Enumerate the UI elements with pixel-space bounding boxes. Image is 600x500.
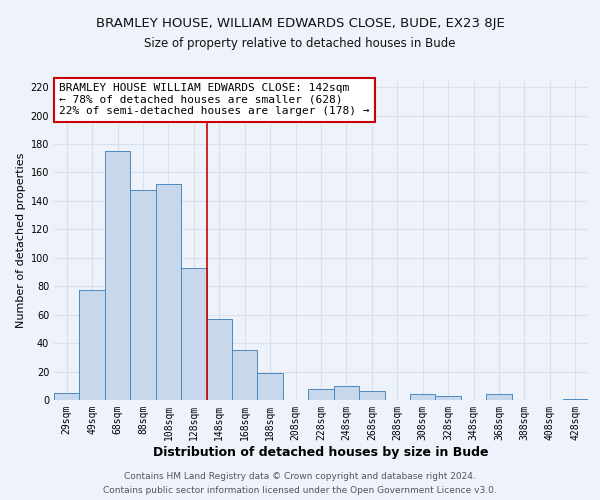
Text: Size of property relative to detached houses in Bude: Size of property relative to detached ho…: [144, 38, 456, 51]
Bar: [334, 386, 359, 400]
Bar: [257, 373, 283, 400]
Bar: [206, 319, 232, 400]
Y-axis label: Number of detached properties: Number of detached properties: [16, 152, 26, 328]
Bar: [54, 393, 79, 400]
Bar: [486, 394, 512, 400]
X-axis label: Distribution of detached houses by size in Bude: Distribution of detached houses by size …: [153, 446, 489, 458]
Bar: [436, 396, 461, 400]
Bar: [359, 392, 385, 400]
Text: Contains public sector information licensed under the Open Government Licence v3: Contains public sector information licen…: [103, 486, 497, 495]
Text: BRAMLEY HOUSE, WILLIAM EDWARDS CLOSE, BUDE, EX23 8JE: BRAMLEY HOUSE, WILLIAM EDWARDS CLOSE, BU…: [95, 18, 505, 30]
Bar: [563, 398, 588, 400]
Bar: [410, 394, 436, 400]
Bar: [79, 290, 105, 400]
Bar: [181, 268, 206, 400]
Text: Contains HM Land Registry data © Crown copyright and database right 2024.: Contains HM Land Registry data © Crown c…: [124, 472, 476, 481]
Bar: [130, 190, 156, 400]
Bar: [105, 151, 130, 400]
Bar: [232, 350, 257, 400]
Text: BRAMLEY HOUSE WILLIAM EDWARDS CLOSE: 142sqm
← 78% of detached houses are smaller: BRAMLEY HOUSE WILLIAM EDWARDS CLOSE: 142…: [59, 83, 370, 116]
Bar: [156, 184, 181, 400]
Bar: [308, 388, 334, 400]
